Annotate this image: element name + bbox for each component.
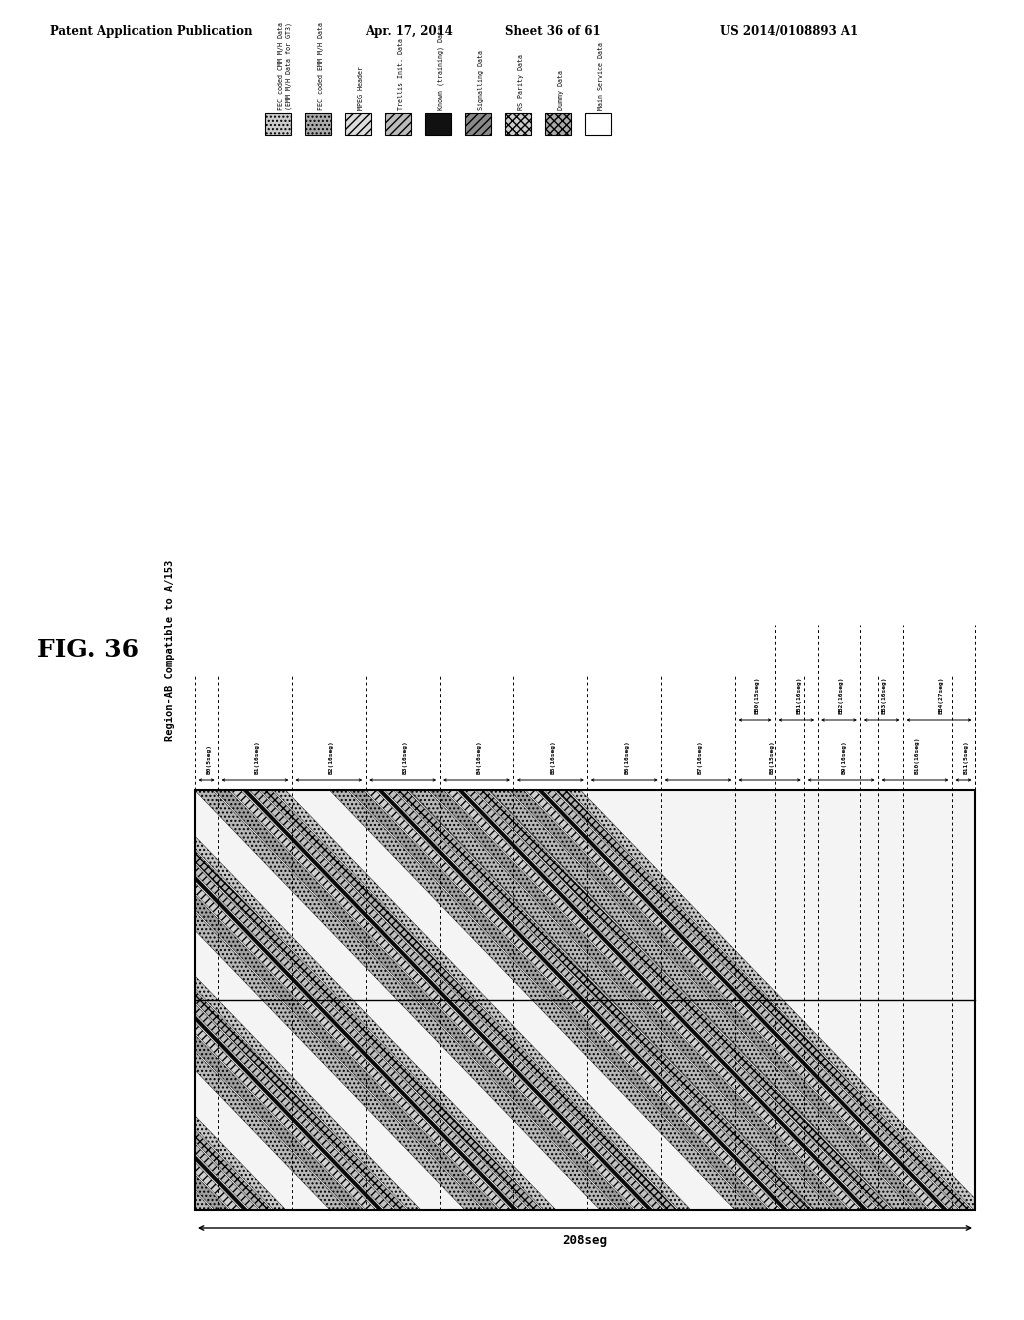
Text: FEC coded EMM M/H Data: FEC coded EMM M/H Data bbox=[318, 22, 324, 110]
Bar bbox=[305, 114, 331, 135]
Text: Dummy Data: Dummy Data bbox=[558, 70, 564, 110]
Text: Trellis Init. Data: Trellis Init. Data bbox=[398, 38, 404, 110]
Polygon shape bbox=[243, 789, 653, 1210]
Text: B1(16seg): B1(16seg) bbox=[255, 741, 260, 774]
Text: B11(5seg): B11(5seg) bbox=[964, 741, 969, 774]
Polygon shape bbox=[260, 789, 677, 1210]
Text: B0(5seg): B0(5seg) bbox=[207, 744, 212, 774]
Polygon shape bbox=[366, 789, 781, 1210]
Polygon shape bbox=[509, 789, 929, 1210]
Polygon shape bbox=[80, 789, 499, 1210]
Polygon shape bbox=[115, 789, 529, 1210]
Text: 208seg: 208seg bbox=[562, 1234, 607, 1247]
Text: Main Service Data: Main Service Data bbox=[598, 42, 604, 110]
Bar bbox=[585, 114, 611, 135]
Polygon shape bbox=[0, 789, 229, 1210]
Polygon shape bbox=[108, 789, 518, 1210]
Polygon shape bbox=[0, 789, 241, 1210]
Text: FEC coded CMM M/H Data
(EMM M/H Data for GT3): FEC coded CMM M/H Data (EMM M/H Data for… bbox=[278, 22, 292, 110]
Text: Signalling Data: Signalling Data bbox=[478, 50, 484, 110]
Text: MPEG Header: MPEG Header bbox=[358, 66, 364, 110]
Bar bbox=[465, 114, 490, 135]
Bar bbox=[195, 789, 975, 1210]
Polygon shape bbox=[0, 789, 376, 1210]
Polygon shape bbox=[0, 789, 248, 1210]
Polygon shape bbox=[538, 789, 948, 1210]
Bar bbox=[195, 789, 975, 1210]
Polygon shape bbox=[0, 789, 394, 1210]
Polygon shape bbox=[384, 789, 799, 1210]
Bar bbox=[265, 114, 291, 135]
Polygon shape bbox=[395, 789, 812, 1210]
Text: Known (training) Data: Known (training) Data bbox=[438, 26, 444, 110]
Text: B2(16seg): B2(16seg) bbox=[329, 741, 334, 774]
Polygon shape bbox=[0, 789, 286, 1210]
Polygon shape bbox=[195, 789, 618, 1210]
Polygon shape bbox=[525, 789, 941, 1210]
Polygon shape bbox=[250, 789, 664, 1210]
Polygon shape bbox=[429, 789, 849, 1210]
Polygon shape bbox=[458, 789, 868, 1210]
Polygon shape bbox=[0, 789, 364, 1210]
Polygon shape bbox=[138, 789, 556, 1210]
Polygon shape bbox=[230, 789, 646, 1210]
Polygon shape bbox=[273, 789, 691, 1210]
Polygon shape bbox=[465, 789, 879, 1210]
Bar bbox=[195, 789, 975, 1210]
Text: Region-AB Compatible to A/153: Region-AB Compatible to A/153 bbox=[165, 560, 175, 741]
Polygon shape bbox=[378, 789, 788, 1210]
Text: EB3(16seg): EB3(16seg) bbox=[882, 676, 887, 714]
Polygon shape bbox=[0, 789, 348, 1210]
Text: EB0(15seg): EB0(15seg) bbox=[755, 676, 760, 714]
Polygon shape bbox=[475, 789, 892, 1210]
Polygon shape bbox=[0, 789, 259, 1210]
Text: Sheet 36 of 61: Sheet 36 of 61 bbox=[505, 25, 601, 38]
Polygon shape bbox=[125, 789, 542, 1210]
Polygon shape bbox=[488, 789, 906, 1210]
Bar bbox=[425, 114, 451, 135]
Polygon shape bbox=[445, 789, 861, 1210]
Text: B4(16seg): B4(16seg) bbox=[476, 741, 481, 774]
Text: B7(16seg): B7(16seg) bbox=[698, 741, 703, 774]
Polygon shape bbox=[330, 789, 753, 1210]
Text: Apr. 17, 2014: Apr. 17, 2014 bbox=[365, 25, 453, 38]
Text: B3(16seg): B3(16seg) bbox=[402, 741, 408, 774]
Text: US 2014/0108893 A1: US 2014/0108893 A1 bbox=[720, 25, 858, 38]
Polygon shape bbox=[409, 789, 826, 1210]
Polygon shape bbox=[568, 789, 986, 1210]
Polygon shape bbox=[214, 789, 634, 1210]
Text: B6(16seg): B6(16seg) bbox=[625, 741, 629, 774]
Polygon shape bbox=[349, 789, 769, 1210]
Polygon shape bbox=[489, 789, 913, 1210]
Bar bbox=[345, 114, 371, 135]
Polygon shape bbox=[0, 789, 383, 1210]
Polygon shape bbox=[0, 789, 272, 1210]
Text: FIG. 36: FIG. 36 bbox=[37, 638, 139, 663]
Bar bbox=[545, 114, 571, 135]
Text: B5(16seg): B5(16seg) bbox=[550, 741, 555, 774]
Text: B10(16seg): B10(16seg) bbox=[915, 737, 920, 774]
Text: EB4(27seg): EB4(27seg) bbox=[939, 676, 944, 714]
Polygon shape bbox=[410, 789, 833, 1210]
Text: Patent Application Publication: Patent Application Publication bbox=[50, 25, 253, 38]
Polygon shape bbox=[3, 789, 421, 1210]
Polygon shape bbox=[0, 789, 407, 1210]
Polygon shape bbox=[545, 789, 959, 1210]
Text: EB2(16seg): EB2(16seg) bbox=[839, 676, 844, 714]
Text: RS Parity Data: RS Parity Data bbox=[518, 54, 524, 110]
Text: B9(16seg): B9(16seg) bbox=[841, 741, 846, 774]
Polygon shape bbox=[555, 789, 972, 1210]
Polygon shape bbox=[0, 789, 213, 1210]
Text: B8(15seg): B8(15seg) bbox=[770, 741, 774, 774]
Bar bbox=[385, 114, 411, 135]
Polygon shape bbox=[95, 789, 511, 1210]
Bar bbox=[505, 114, 531, 135]
Text: EB1(16seg): EB1(16seg) bbox=[797, 676, 802, 714]
Polygon shape bbox=[59, 789, 483, 1210]
